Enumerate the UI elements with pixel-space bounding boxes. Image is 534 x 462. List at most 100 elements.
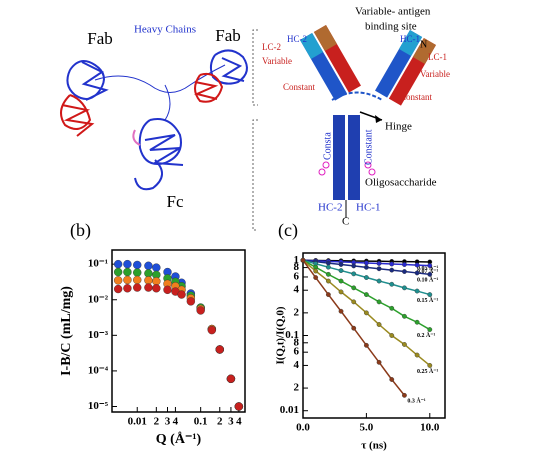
label-hc2: HC-2 [318, 202, 342, 214]
x-tick-label: 10.0 [420, 422, 440, 434]
label-variable: Variable [262, 56, 292, 66]
data-point [389, 333, 395, 338]
label-lc1: LC-1 [428, 52, 447, 62]
label-fab-right: Fab [215, 26, 241, 45]
data-point [325, 264, 331, 270]
data-point [338, 308, 344, 314]
data-point [300, 257, 306, 263]
data-point [389, 281, 395, 287]
label-constant: Constant [283, 82, 316, 92]
data-point [113, 284, 123, 294]
data-point [376, 261, 382, 266]
y-tick-label: 1 [294, 254, 300, 266]
y-tick-label: 0.01 [280, 404, 299, 416]
data-point [133, 283, 142, 292]
label-constant: Constant [400, 92, 433, 102]
x-tick-label: 2 [154, 416, 160, 428]
data-point [363, 260, 369, 266]
x-axis-label: Q (Å⁻¹) [156, 431, 202, 447]
data-point [163, 285, 172, 295]
data-point [113, 267, 123, 277]
data-point [144, 276, 153, 285]
series-label: 0.10 Å⁻¹ [417, 276, 439, 284]
series-label: 0.07 Å⁻¹ [417, 267, 439, 275]
y-axis-label: I(Q,t)/I(Q,0) [275, 306, 287, 364]
y-tick-label: 2 [294, 382, 300, 394]
label-binding-site: Variable- antigen [355, 6, 431, 18]
data-point [414, 262, 420, 268]
label-hc1: HC-1 [356, 202, 380, 214]
data-point [325, 260, 331, 266]
data-point [338, 278, 344, 284]
data-point [389, 261, 395, 267]
data-point [427, 271, 433, 277]
y-tick-label: 10⁻² [88, 293, 109, 305]
label-binding-site: binding site [365, 21, 417, 33]
data-point [427, 292, 433, 297]
data-point [414, 319, 420, 325]
data-point [402, 313, 407, 319]
data-point [123, 267, 132, 277]
data-point [363, 342, 369, 348]
data-point [363, 264, 369, 270]
y-tick-label: 10⁻⁵ [88, 400, 109, 412]
series-label: 0.15 Å⁻¹ [417, 296, 439, 304]
data-point [351, 285, 357, 291]
y-tick-label: 8 [294, 261, 300, 273]
x-tick-label: 0.1 [194, 416, 208, 428]
label-lc2: LC-2 [262, 42, 281, 52]
data-point [376, 299, 382, 305]
x-tick-label: 4 [236, 416, 242, 428]
x-tick-label: 4 [173, 416, 179, 428]
y-tick-label: 10⁻⁴ [88, 364, 109, 376]
data-point [133, 275, 142, 285]
data-point [402, 262, 407, 267]
data-point [144, 283, 153, 292]
data-point [152, 263, 161, 272]
data-point [389, 377, 395, 382]
label-heavy-chains: Heavy Chains [134, 24, 196, 36]
panel-label: (b) [70, 220, 91, 241]
y-axis-label: I-B/C (mL/mg) [59, 286, 74, 376]
panel-label: (c) [278, 220, 298, 241]
data-point [376, 322, 382, 327]
data-point [133, 268, 142, 277]
data-point [133, 260, 142, 270]
data-point [351, 271, 357, 277]
data-point [313, 275, 319, 280]
data-point [325, 271, 331, 277]
data-point [113, 259, 123, 269]
data-point [186, 297, 196, 306]
data-point [207, 325, 217, 335]
data-point [376, 359, 382, 365]
x-axis-label: τ (ns) [361, 440, 387, 452]
data-point [338, 268, 344, 273]
data-point [363, 292, 369, 297]
label-constant: Constant [363, 129, 374, 165]
series-label: 0.25 Å⁻¹ [417, 367, 439, 375]
antibody-schematic [252, 25, 436, 231]
data-point [338, 289, 344, 295]
data-point [402, 269, 407, 274]
label-hc1: HC-1 [400, 34, 420, 44]
y-tick-label: 6 [294, 271, 300, 283]
x-tick-label: 2 [217, 416, 223, 428]
data-point [414, 352, 420, 358]
y-tick-label: 4 [294, 284, 300, 296]
data-point [389, 267, 395, 273]
data-point [427, 327, 433, 332]
x-tick-label: 3 [228, 416, 234, 428]
data-point [427, 263, 433, 268]
x-tick-label: 0.0 [296, 422, 310, 434]
data-point [144, 261, 153, 270]
series-label: 0.05 Å⁻¹ [417, 263, 439, 271]
data-point [113, 276, 123, 285]
plot-frame [111, 249, 246, 413]
y-tick-label: 2 [294, 306, 300, 318]
data-point [177, 290, 186, 299]
data-point [325, 278, 331, 284]
data-point [351, 263, 357, 269]
series-label: 0.2 Å⁻¹ [417, 331, 436, 339]
data-point [363, 275, 369, 280]
y-tick-label: 6 [294, 346, 300, 358]
